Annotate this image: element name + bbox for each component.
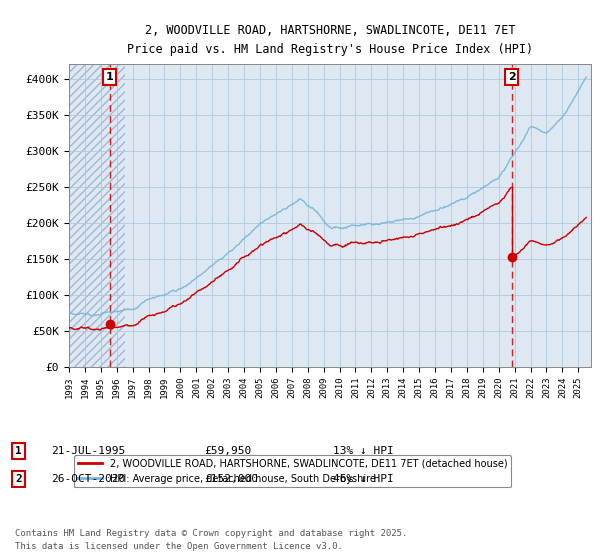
Title: 2, WOODVILLE ROAD, HARTSHORNE, SWADLINCOTE, DE11 7ET
Price paid vs. HM Land Regi: 2, WOODVILLE ROAD, HARTSHORNE, SWADLINCO… xyxy=(127,24,533,57)
Legend: 2, WOODVILLE ROAD, HARTSHORNE, SWADLINCOTE, DE11 7ET (detached house), HPI: Aver: 2, WOODVILLE ROAD, HARTSHORNE, SWADLINCO… xyxy=(74,455,511,487)
Text: 21-JUL-1995: 21-JUL-1995 xyxy=(51,446,125,456)
Text: 26-OCT-2020: 26-OCT-2020 xyxy=(51,474,125,484)
Text: Contains HM Land Registry data © Crown copyright and database right 2025.
This d: Contains HM Land Registry data © Crown c… xyxy=(15,529,407,550)
Text: 46% ↓ HPI: 46% ↓ HPI xyxy=(333,474,394,484)
Text: £152,000: £152,000 xyxy=(204,474,258,484)
Text: 2: 2 xyxy=(508,72,515,82)
Text: £59,950: £59,950 xyxy=(204,446,251,456)
Text: 2: 2 xyxy=(15,474,22,484)
Text: 1: 1 xyxy=(15,446,22,456)
Text: 13% ↓ HPI: 13% ↓ HPI xyxy=(333,446,394,456)
Bar xyxy=(69,64,125,367)
Text: 1: 1 xyxy=(106,72,113,82)
